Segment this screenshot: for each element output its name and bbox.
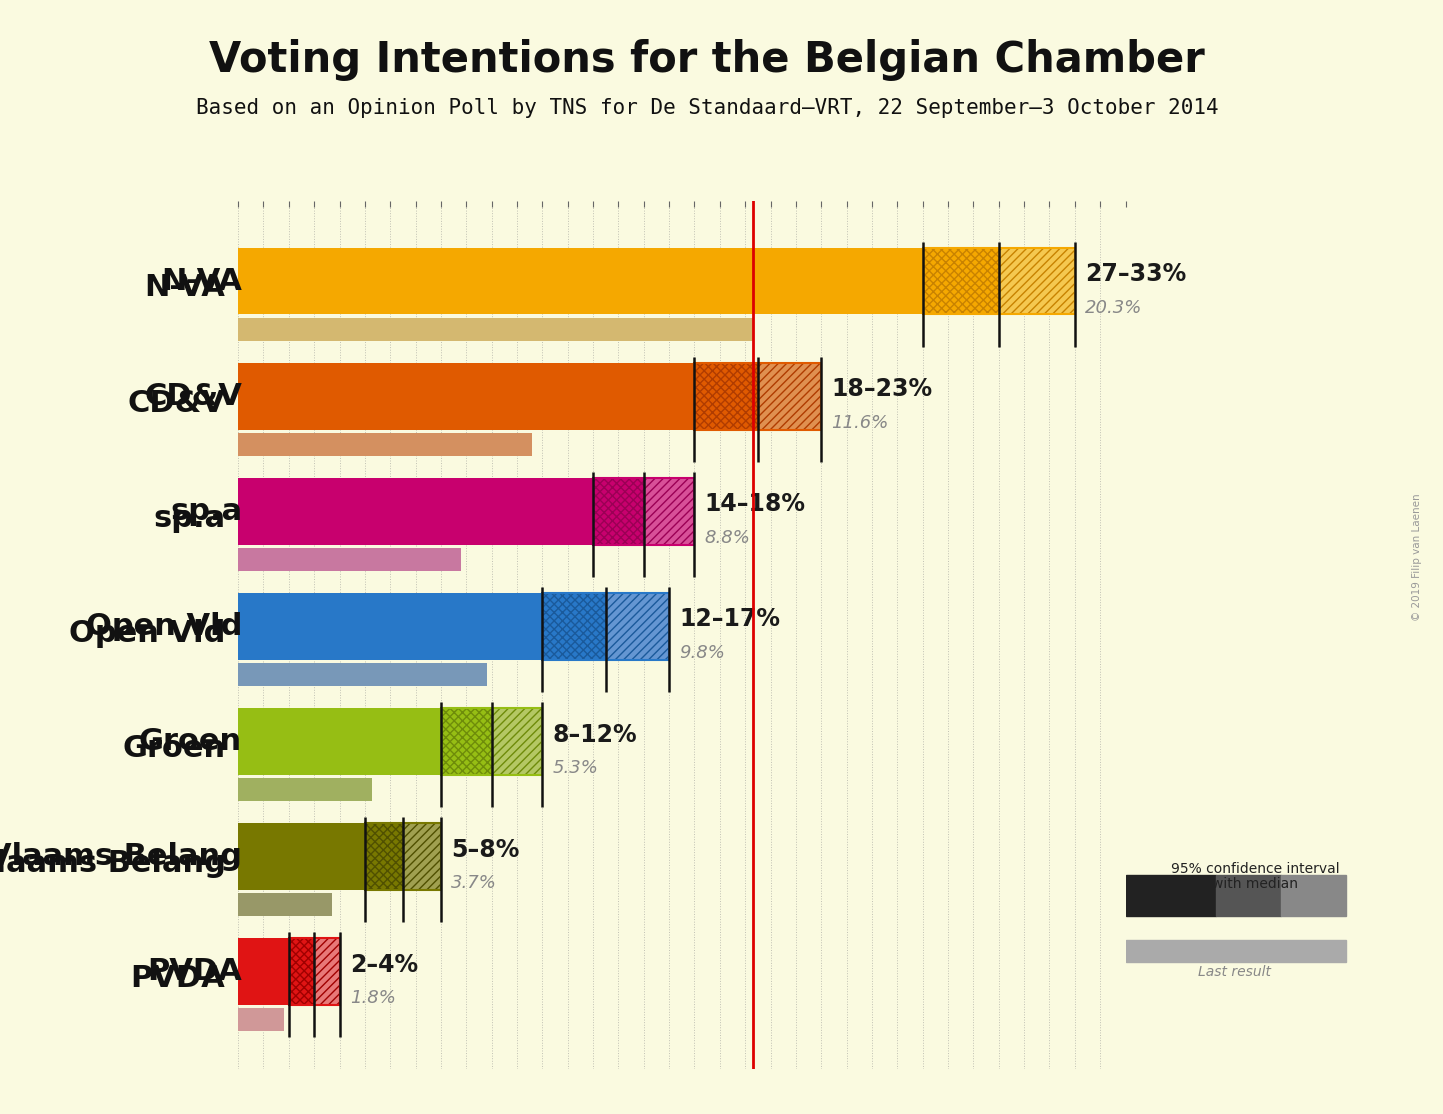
Bar <box>922 247 999 314</box>
Text: sp.a: sp.a <box>153 504 225 532</box>
Bar <box>606 593 670 659</box>
Bar <box>1126 940 1346 962</box>
Text: 95% confidence interval: 95% confidence interval <box>1172 862 1339 876</box>
Bar <box>365 823 403 890</box>
Text: 1.8%: 1.8% <box>349 989 395 1007</box>
Bar <box>922 247 999 314</box>
Bar <box>543 593 606 659</box>
Bar <box>365 823 403 890</box>
Bar <box>1281 876 1346 916</box>
Text: Voting Intentions for the Belgian Chamber: Voting Intentions for the Belgian Chambe… <box>209 39 1205 81</box>
Bar <box>758 363 821 430</box>
Bar <box>238 893 332 917</box>
Text: sp.a: sp.a <box>170 497 242 526</box>
Text: Based on an Opinion Poll by TNS for De Standaard–VRT, 22 September–3 October 201: Based on an Opinion Poll by TNS for De S… <box>196 98 1218 118</box>
Bar <box>403 823 442 890</box>
Bar <box>442 709 492 775</box>
Text: 12–17%: 12–17% <box>680 607 781 632</box>
Bar <box>606 593 670 659</box>
Text: 5.3%: 5.3% <box>553 759 599 776</box>
Bar <box>1216 876 1281 916</box>
Bar <box>315 938 339 1005</box>
Bar <box>238 1008 284 1032</box>
Bar <box>442 709 492 775</box>
Text: Groen: Groen <box>139 727 242 756</box>
Bar <box>238 548 462 571</box>
Bar <box>999 247 1075 314</box>
Text: 5–8%: 5–8% <box>452 838 519 861</box>
Text: Vlaams Belang: Vlaams Belang <box>0 842 242 871</box>
Text: PVDA: PVDA <box>131 964 225 993</box>
Text: 9.8%: 9.8% <box>680 644 726 662</box>
Bar <box>238 478 593 545</box>
Text: CD&V: CD&V <box>144 382 242 411</box>
Text: PVDA: PVDA <box>147 957 242 986</box>
Text: CD&V: CD&V <box>127 389 225 418</box>
Bar <box>238 779 372 801</box>
Text: 2–4%: 2–4% <box>349 952 418 977</box>
Bar <box>758 363 821 430</box>
Text: 14–18%: 14–18% <box>704 492 805 517</box>
Bar <box>593 478 644 545</box>
Text: Last result: Last result <box>1198 965 1271 979</box>
Text: Open Vld: Open Vld <box>85 612 242 641</box>
Bar <box>289 938 315 1005</box>
Bar <box>1126 876 1216 916</box>
Text: 11.6%: 11.6% <box>831 413 889 431</box>
Bar <box>694 363 758 430</box>
Bar <box>238 823 365 890</box>
Bar <box>238 433 532 456</box>
Bar <box>315 938 339 1005</box>
Text: with median: with median <box>1212 877 1299 890</box>
Text: 18–23%: 18–23% <box>831 378 932 401</box>
Bar <box>238 938 289 1005</box>
Bar <box>492 709 543 775</box>
Bar <box>238 709 442 775</box>
Bar <box>403 823 442 890</box>
Text: N-VA: N-VA <box>162 266 242 295</box>
Bar <box>238 247 922 314</box>
Bar <box>289 938 315 1005</box>
Text: Groen: Groen <box>123 734 225 763</box>
Text: 8.8%: 8.8% <box>704 529 750 547</box>
Text: 20.3%: 20.3% <box>1085 299 1143 316</box>
Text: N-VA: N-VA <box>144 274 225 303</box>
Bar <box>238 317 753 341</box>
Bar <box>644 478 694 545</box>
Bar <box>694 363 758 430</box>
Bar <box>593 478 644 545</box>
Text: © 2019 Filip van Laenen: © 2019 Filip van Laenen <box>1413 494 1421 620</box>
Text: 27–33%: 27–33% <box>1085 262 1186 286</box>
Text: 8–12%: 8–12% <box>553 723 638 746</box>
Text: Vlaams Belang: Vlaams Belang <box>0 849 225 878</box>
Bar <box>644 478 694 545</box>
Bar <box>1281 876 1346 916</box>
Bar <box>492 709 543 775</box>
Bar <box>1216 876 1281 916</box>
Bar <box>238 363 694 430</box>
Text: Open Vld: Open Vld <box>69 618 225 647</box>
Bar <box>238 593 543 659</box>
Bar <box>543 593 606 659</box>
Bar <box>238 663 486 686</box>
Bar <box>999 247 1075 314</box>
Text: 3.7%: 3.7% <box>452 874 496 892</box>
